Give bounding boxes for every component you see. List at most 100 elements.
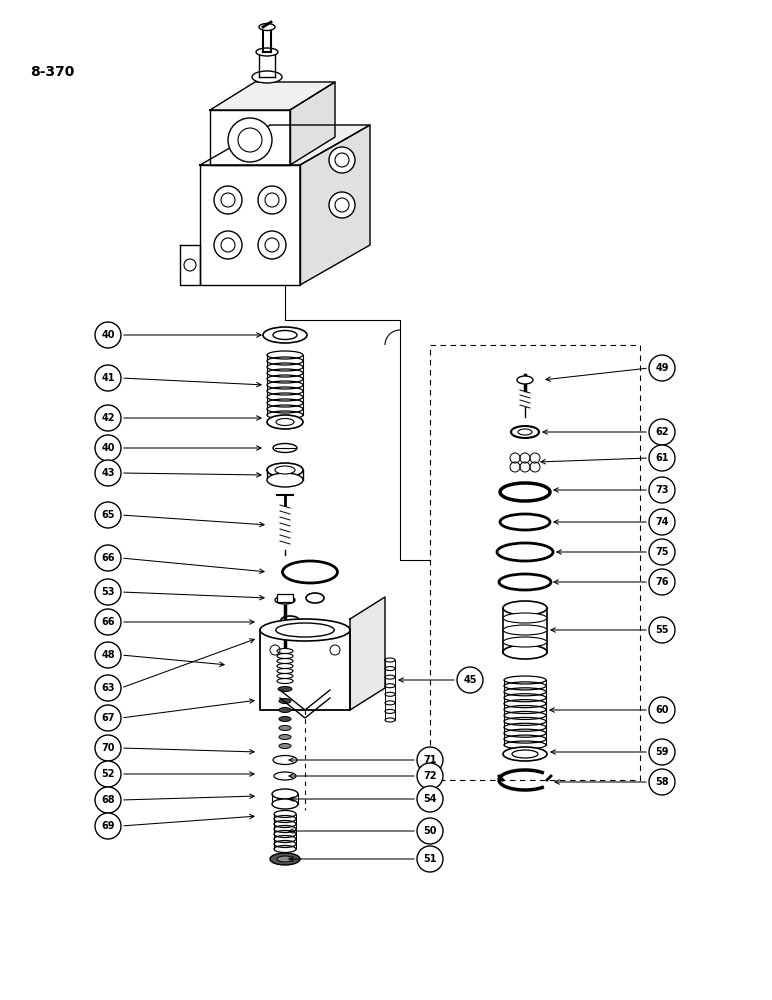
- Ellipse shape: [256, 48, 278, 56]
- Ellipse shape: [512, 750, 538, 758]
- Circle shape: [417, 786, 443, 812]
- Polygon shape: [350, 597, 385, 710]
- Text: 62: 62: [655, 427, 669, 437]
- Text: 67: 67: [101, 713, 115, 723]
- Circle shape: [265, 238, 279, 252]
- Text: 75: 75: [655, 547, 669, 557]
- Text: 50: 50: [423, 826, 437, 836]
- Circle shape: [95, 460, 121, 486]
- Text: 60: 60: [655, 705, 669, 715]
- Circle shape: [649, 769, 675, 795]
- Text: 52: 52: [101, 769, 115, 779]
- Ellipse shape: [517, 376, 533, 384]
- Circle shape: [95, 675, 121, 701]
- Circle shape: [457, 667, 483, 693]
- Ellipse shape: [279, 708, 291, 712]
- Text: 66: 66: [101, 617, 115, 627]
- Ellipse shape: [260, 619, 350, 641]
- Ellipse shape: [276, 418, 294, 426]
- Circle shape: [214, 186, 242, 214]
- Polygon shape: [300, 125, 370, 285]
- Circle shape: [335, 198, 349, 212]
- Ellipse shape: [277, 856, 293, 862]
- Circle shape: [649, 419, 675, 445]
- Ellipse shape: [273, 756, 297, 764]
- Ellipse shape: [252, 71, 282, 83]
- Ellipse shape: [503, 613, 547, 623]
- Polygon shape: [210, 110, 290, 165]
- Text: 43: 43: [101, 468, 115, 478]
- Circle shape: [649, 509, 675, 535]
- Text: 55: 55: [655, 625, 669, 635]
- Ellipse shape: [503, 601, 547, 615]
- Circle shape: [265, 193, 279, 207]
- Polygon shape: [290, 82, 335, 165]
- Circle shape: [649, 569, 675, 595]
- Text: 58: 58: [655, 777, 669, 787]
- Text: 53: 53: [101, 587, 115, 597]
- Circle shape: [417, 818, 443, 844]
- Ellipse shape: [279, 744, 291, 748]
- Text: 65: 65: [101, 510, 115, 520]
- Ellipse shape: [503, 637, 547, 647]
- Circle shape: [329, 147, 355, 173]
- Circle shape: [649, 697, 675, 723]
- Ellipse shape: [503, 625, 547, 635]
- Circle shape: [649, 539, 675, 565]
- Ellipse shape: [263, 327, 307, 343]
- Circle shape: [649, 739, 675, 765]
- Circle shape: [335, 153, 349, 167]
- Text: 40: 40: [101, 443, 115, 453]
- Text: 40: 40: [101, 330, 115, 340]
- Text: 72: 72: [423, 771, 437, 781]
- Circle shape: [95, 735, 121, 761]
- Text: 51: 51: [423, 854, 437, 864]
- Circle shape: [649, 445, 675, 471]
- Text: 49: 49: [655, 363, 669, 373]
- Circle shape: [221, 193, 235, 207]
- Text: 66: 66: [101, 553, 115, 563]
- Text: 71: 71: [423, 755, 437, 765]
- Circle shape: [95, 322, 121, 348]
- Circle shape: [95, 642, 121, 668]
- Circle shape: [417, 763, 443, 789]
- Ellipse shape: [276, 623, 334, 637]
- Text: 68: 68: [101, 795, 115, 805]
- Ellipse shape: [267, 463, 303, 477]
- Polygon shape: [200, 125, 370, 165]
- Circle shape: [329, 192, 355, 218]
- Text: 42: 42: [101, 413, 115, 423]
- Circle shape: [95, 502, 121, 528]
- Ellipse shape: [279, 716, 291, 722]
- Text: 41: 41: [101, 373, 115, 383]
- Ellipse shape: [503, 747, 547, 761]
- Polygon shape: [210, 82, 335, 110]
- Text: 74: 74: [655, 517, 669, 527]
- Bar: [260, 630, 350, 710]
- Ellipse shape: [273, 330, 297, 340]
- Circle shape: [417, 747, 443, 773]
- Text: 69: 69: [101, 821, 115, 831]
- Text: 45: 45: [463, 675, 477, 685]
- Circle shape: [95, 365, 121, 391]
- Ellipse shape: [275, 596, 295, 604]
- Circle shape: [95, 705, 121, 731]
- Ellipse shape: [279, 734, 291, 740]
- Ellipse shape: [267, 415, 303, 429]
- Circle shape: [221, 238, 235, 252]
- Circle shape: [184, 259, 196, 271]
- Bar: [503, 608, 547, 653]
- Ellipse shape: [278, 686, 292, 692]
- Ellipse shape: [503, 645, 547, 659]
- Circle shape: [649, 477, 675, 503]
- Ellipse shape: [272, 789, 298, 799]
- Text: 70: 70: [101, 743, 115, 753]
- Text: 61: 61: [655, 453, 669, 463]
- Circle shape: [95, 761, 121, 787]
- Text: 59: 59: [655, 747, 669, 757]
- Ellipse shape: [272, 799, 298, 809]
- Ellipse shape: [267, 473, 303, 487]
- Circle shape: [95, 545, 121, 571]
- Ellipse shape: [259, 23, 275, 30]
- Polygon shape: [180, 245, 200, 285]
